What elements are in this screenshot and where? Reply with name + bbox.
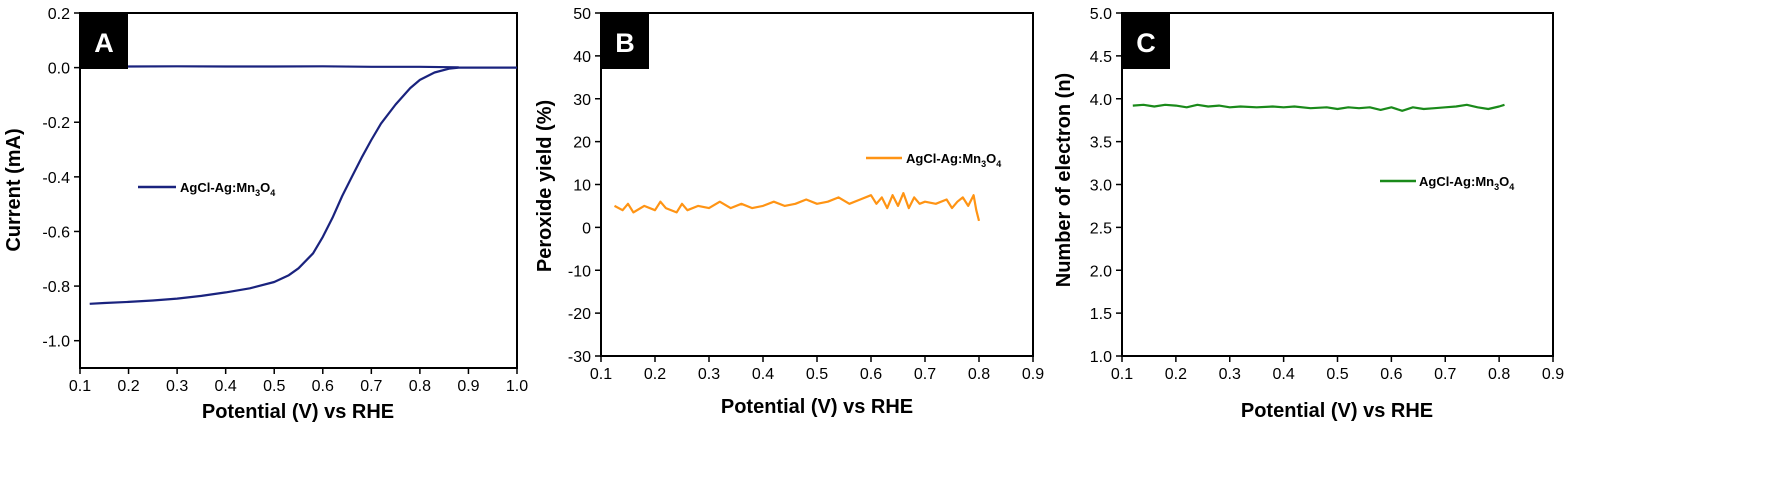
- panel-a-x-tick-label: 0.5: [263, 378, 285, 395]
- panel-c-y-tick-label: 3.5: [1090, 135, 1112, 152]
- panel-c-x-tick-label: 0.8: [1488, 366, 1510, 383]
- panel-a-label: A: [94, 28, 114, 58]
- panel-a-plot-frame: [79, 12, 518, 369]
- panel-c-x-tick-label: 0.3: [1219, 366, 1241, 383]
- panel-c-x-tick-label: 0.5: [1326, 366, 1348, 383]
- panel-c: 0.1 0.2 0.3 0.4 0.5 0.6 0.7 0.8 0.9 1.0 1.5 2.0 2.5 3…: [1053, 6, 1564, 422]
- panel-a-y-tick-label: -0.6: [42, 224, 70, 241]
- panel-a-y-tick-label: -0.4: [42, 170, 70, 187]
- panel-b-label: B: [615, 28, 635, 58]
- panel-a-x-tick-label: 0.4: [215, 378, 237, 395]
- panel-a-legend-label: AgCl-Ag:Mn3O4: [180, 180, 275, 198]
- panel-c-label-box: [1122, 13, 1170, 69]
- panel-b-x-tick-label: 0.6: [860, 366, 882, 383]
- panel-b-y-tick-label: -30: [568, 349, 591, 366]
- panel-b-legend: AgCl-Ag:Mn3O4: [866, 151, 1001, 169]
- panel-c-x-tick-label: 0.7: [1434, 366, 1456, 383]
- panel-b-y-tick-label: 40: [573, 49, 591, 66]
- panel-a-x-tick-label: 0.6: [312, 378, 334, 395]
- panel-a: 0.1 0.2 0.3 0.4 0.5 0.6 0.7 0.8 0.9 1.0 -1.0 -0.8 -0…: [3, 6, 528, 423]
- panel-b-label-box: [601, 13, 649, 69]
- panel-b-plot-frame: [600, 12, 1034, 357]
- panel-c-x-tick-label: 0.1: [1111, 366, 1133, 383]
- panel-b-y-tick-label: -20: [568, 306, 591, 323]
- panel-a-x-tick-label: 0.7: [360, 378, 382, 395]
- panel-c-x-axis-title: Potential (V) vs RHE: [1241, 400, 1433, 422]
- panel-a-x-tick-label: 0.9: [457, 378, 479, 395]
- panel-b-ticks: 0.1 0.2 0.3 0.4 0.5 0.6 0.7 0.8 0.9 -30 -20 -10 0 10 2…: [568, 6, 1044, 383]
- panel-c-y-axis-title: Number of electron (n): [1053, 73, 1075, 287]
- panel-a-x-axis-title: Potential (V) vs RHE: [202, 401, 394, 423]
- panel-a-label-box: [80, 13, 128, 69]
- panel-a-y-axis-title: Current (mA): [3, 128, 25, 251]
- panel-b-series-line-0: [613, 192, 981, 222]
- panel-c-y-tick-label: 1.5: [1090, 306, 1112, 323]
- panel-b-y-axis-title: Peroxide yield (%): [534, 100, 556, 272]
- panel-c-ticks: 0.1 0.2 0.3 0.4 0.5 0.6 0.7 0.8 0.9 1.0 1.5 2.0 2.5 3…: [1090, 6, 1564, 383]
- panel-b-x-tick-label: 0.1: [590, 366, 612, 383]
- panel-b-y-tick-label: 10: [573, 178, 591, 195]
- panel-c-y-tick-label: 3.0: [1090, 178, 1112, 195]
- panel-c-series-line-0: [1132, 103, 1505, 112]
- panel-b-x-tick-label: 0.8: [968, 366, 990, 383]
- panel-c-legend-label: AgCl-Ag:Mn3O4: [1419, 174, 1514, 192]
- panel-b-y-tick-label: 20: [573, 135, 591, 152]
- panel-a-series: [89, 65, 517, 305]
- panel-a-x-tick-label: 0.8: [409, 378, 431, 395]
- panel-b-y-tick-label: 30: [573, 92, 591, 109]
- panel-b-x-tick-label: 0.2: [644, 366, 666, 383]
- panel-a-y-tick-label: 0.2: [48, 6, 70, 23]
- panel-a-x-tick-label: 1.0: [506, 378, 528, 395]
- panel-b-y-tick-label: 50: [573, 6, 591, 23]
- panel-b-series: [613, 192, 981, 222]
- panel-c-x-tick-label: 0.4: [1273, 366, 1295, 383]
- panel-c-legend: AgCl-Ag:Mn3O4: [1380, 174, 1514, 192]
- panel-b-x-tick-label: 0.4: [752, 366, 774, 383]
- panel-b: 0.1 0.2 0.3 0.4 0.5 0.6 0.7 0.8 0.9 -30 -20 -10 0 10 2…: [534, 6, 1044, 418]
- panel-b-x-tick-label: 0.3: [698, 366, 720, 383]
- panel-c-y-tick-label: 4.0: [1090, 92, 1112, 109]
- panel-a-y-tick-label: -1.0: [42, 334, 70, 351]
- panel-a-series-line-0: [89, 66, 517, 305]
- panel-c-y-tick-label: 4.5: [1090, 49, 1112, 66]
- panel-b-x-tick-label: 0.5: [806, 366, 828, 383]
- panel-c-x-tick-label: 0.2: [1165, 366, 1187, 383]
- panel-c-x-tick-label: 0.6: [1380, 366, 1402, 383]
- panel-a-x-tick-label: 0.2: [117, 378, 139, 395]
- panel-b-x-tick-label: 0.9: [1022, 366, 1044, 383]
- panel-c-y-tick-label: 1.0: [1090, 349, 1112, 366]
- panel-a-series-line-1: [89, 65, 459, 69]
- panel-a-x-tick-label: 0.3: [166, 378, 188, 395]
- panel-b-x-tick-label: 0.7: [914, 366, 936, 383]
- panel-b-y-tick-label: 0: [582, 220, 591, 237]
- panel-a-legend: AgCl-Ag:Mn3O4: [138, 180, 275, 198]
- panel-c-label: C: [1136, 28, 1156, 58]
- panel-c-series: [1132, 103, 1505, 112]
- panel-a-y-tick-label: -0.2: [42, 115, 70, 132]
- panel-c-y-tick-label: 5.0: [1090, 6, 1112, 23]
- panel-a-x-tick-label: 0.1: [69, 378, 91, 395]
- panel-a-y-tick-label: -0.8: [42, 279, 70, 296]
- panel-b-x-axis-title: Potential (V) vs RHE: [721, 396, 913, 418]
- panel-c-x-tick-label: 0.9: [1542, 366, 1564, 383]
- panel-a-ticks: 0.1 0.2 0.3 0.4 0.5 0.6 0.7 0.8 0.9 1.0 -1.0 -0.8 -0…: [42, 6, 528, 395]
- panel-b-y-tick-label: -10: [568, 263, 591, 280]
- panel-a-y-tick-label: 0.0: [48, 61, 70, 78]
- panel-b-legend-label: AgCl-Ag:Mn3O4: [906, 151, 1001, 169]
- panel-c-y-tick-label: 2.5: [1090, 220, 1112, 237]
- panel-c-y-tick-label: 2.0: [1090, 263, 1112, 280]
